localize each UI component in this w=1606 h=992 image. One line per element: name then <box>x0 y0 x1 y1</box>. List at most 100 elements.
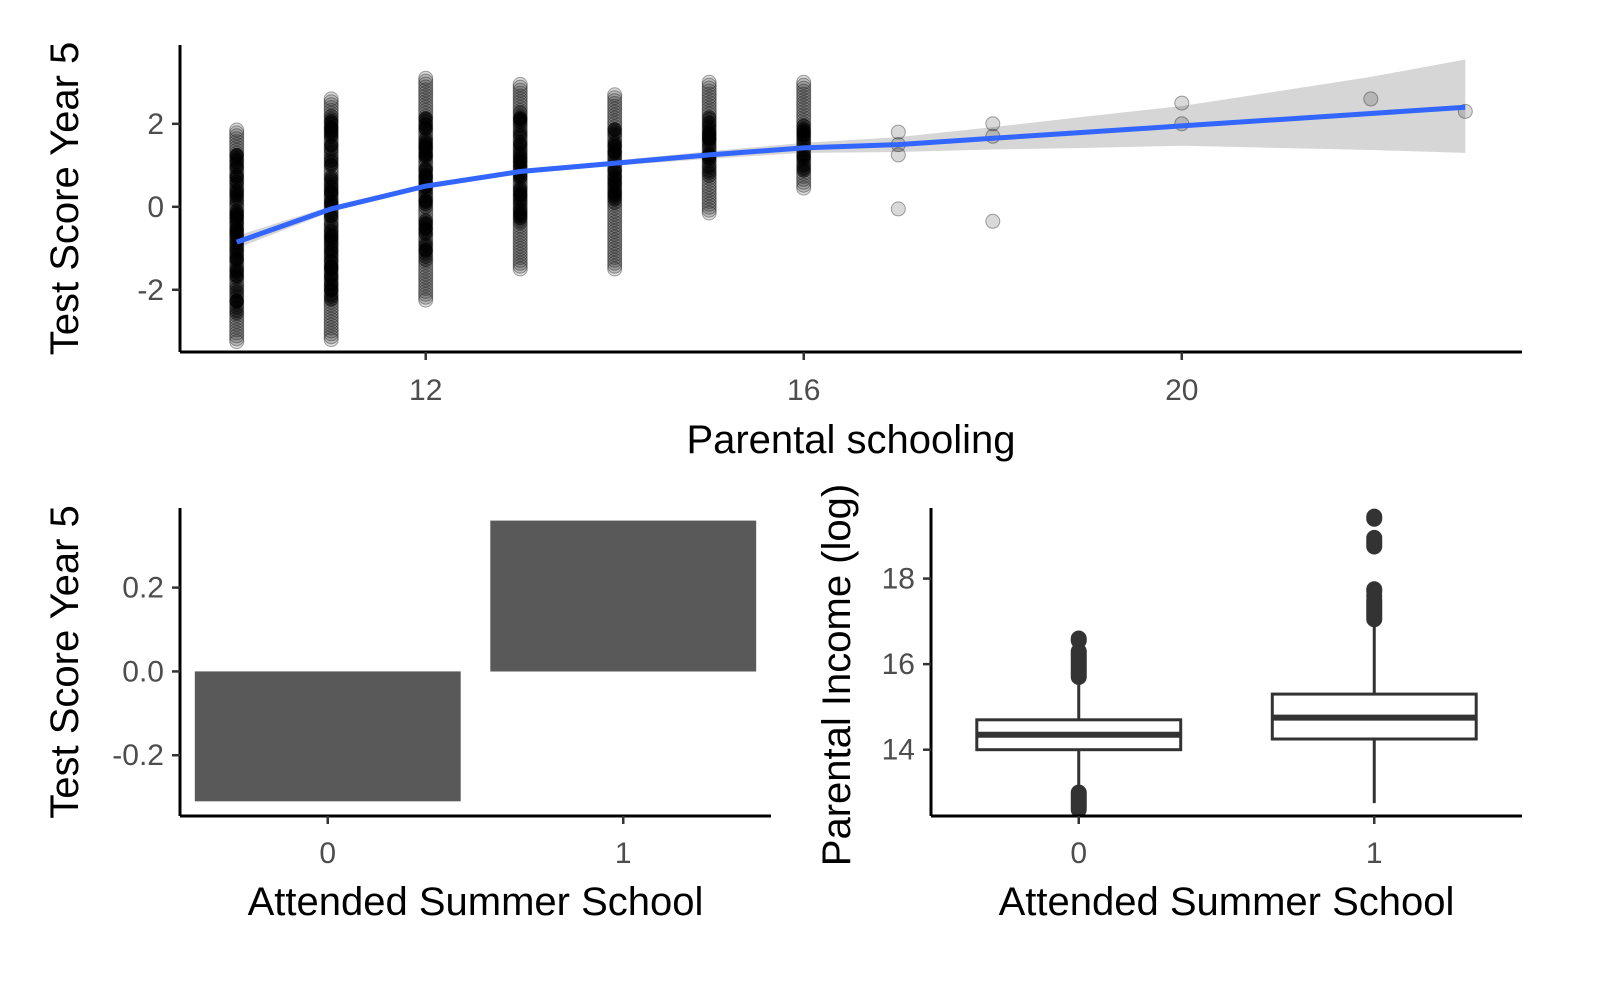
y-tick-label: 2 <box>147 108 164 141</box>
scatter-point <box>324 182 339 197</box>
scatter-point <box>607 192 622 207</box>
scatter-point <box>513 114 528 129</box>
scatter-point <box>324 283 339 298</box>
scatter-point <box>796 153 811 168</box>
scatter-point <box>513 201 528 216</box>
scatter-point <box>513 209 528 224</box>
scatter-point <box>702 122 717 137</box>
scatter-point <box>323 123 339 139</box>
scatter-point <box>418 283 434 299</box>
scatter-point <box>702 130 717 145</box>
scatter-point <box>229 209 245 225</box>
scatter-point <box>796 159 811 173</box>
scatter-point <box>418 168 433 183</box>
scatter-point <box>323 126 339 142</box>
scatter-point <box>702 131 717 146</box>
scatter-point <box>513 187 528 202</box>
scatter-point <box>418 197 433 212</box>
scatter-point <box>229 177 245 193</box>
scatter-point <box>323 161 339 176</box>
scatter-point <box>229 221 245 237</box>
scatter-point <box>513 206 528 221</box>
scatter-point <box>512 91 528 107</box>
scatter-point <box>418 212 433 227</box>
scatter-point <box>418 140 434 156</box>
scatter-point <box>512 229 528 245</box>
scatter-point <box>229 260 244 275</box>
scatter-point <box>607 127 623 143</box>
scatter-point <box>418 139 433 154</box>
scatter-point <box>607 133 623 149</box>
scatter-point <box>607 179 622 194</box>
scatter-point <box>418 79 434 95</box>
scatter-point <box>513 181 528 196</box>
scatter-point <box>418 289 434 305</box>
y-tick-label: 16 <box>882 648 915 681</box>
scatter-point <box>607 176 622 190</box>
scatter-point <box>324 130 339 145</box>
scatter-point <box>229 147 244 162</box>
outlier-point <box>1366 508 1383 525</box>
scatter-point <box>323 253 339 269</box>
scatter-point <box>512 186 528 202</box>
scatter-point <box>702 139 717 154</box>
scatter-point <box>607 98 623 114</box>
scatter-point <box>607 136 623 152</box>
y-tick-label: 0.2 <box>122 572 164 605</box>
scatter-point <box>324 275 339 290</box>
scatter-point <box>512 120 528 136</box>
scatter-point <box>418 253 433 268</box>
scatter-point <box>796 174 812 190</box>
scatter-point <box>890 201 906 217</box>
scatter-point <box>607 104 623 120</box>
scatter-point <box>796 130 812 146</box>
scatter-point <box>418 102 434 118</box>
scatter-point <box>418 227 433 241</box>
scatter-point <box>323 308 339 324</box>
scatter-point <box>323 329 339 345</box>
scatter-point <box>229 211 244 226</box>
scatter-point <box>513 209 528 224</box>
scatter-point <box>229 278 244 293</box>
scatter-point <box>512 177 528 193</box>
scatter-point <box>796 177 812 193</box>
scatter-point <box>323 314 339 330</box>
scatter-point <box>513 128 528 143</box>
x-tick-label: 12 <box>409 374 442 407</box>
scatter-point <box>229 208 244 223</box>
scatter-point <box>513 141 528 156</box>
scatter-point <box>512 201 528 216</box>
scatter-point <box>701 127 717 143</box>
scatter-point <box>701 202 717 218</box>
scatter-point <box>418 114 434 130</box>
scatter-point <box>418 237 434 253</box>
scatter-point <box>229 207 244 222</box>
scatter-point <box>607 127 622 142</box>
scatter-point <box>229 269 244 284</box>
scatter-point <box>323 140 339 156</box>
scatter-point <box>607 229 623 245</box>
scatter-point <box>796 110 812 126</box>
scatter-point <box>418 131 433 146</box>
scatter-point <box>418 263 434 279</box>
scatter-point <box>701 132 717 148</box>
scatter-point <box>513 195 528 210</box>
scatter-point <box>418 120 434 136</box>
scatter-point <box>418 138 433 153</box>
scatter-point <box>323 155 339 171</box>
scatter-point <box>512 111 528 127</box>
scatter-point <box>607 119 623 135</box>
x-tick-label: 0 <box>319 837 336 870</box>
scatter-point <box>513 194 528 209</box>
scatter-point <box>702 169 717 184</box>
scatter-point <box>607 168 623 184</box>
scatter-point <box>513 188 528 203</box>
scatter-point <box>512 255 528 271</box>
scatter-point <box>229 284 245 300</box>
scatter-point <box>796 148 811 163</box>
scatter-point <box>702 110 717 125</box>
scatter-point <box>323 297 339 313</box>
scatter-point <box>607 90 623 106</box>
scatter-point <box>418 228 434 244</box>
scatter-point <box>229 183 244 198</box>
